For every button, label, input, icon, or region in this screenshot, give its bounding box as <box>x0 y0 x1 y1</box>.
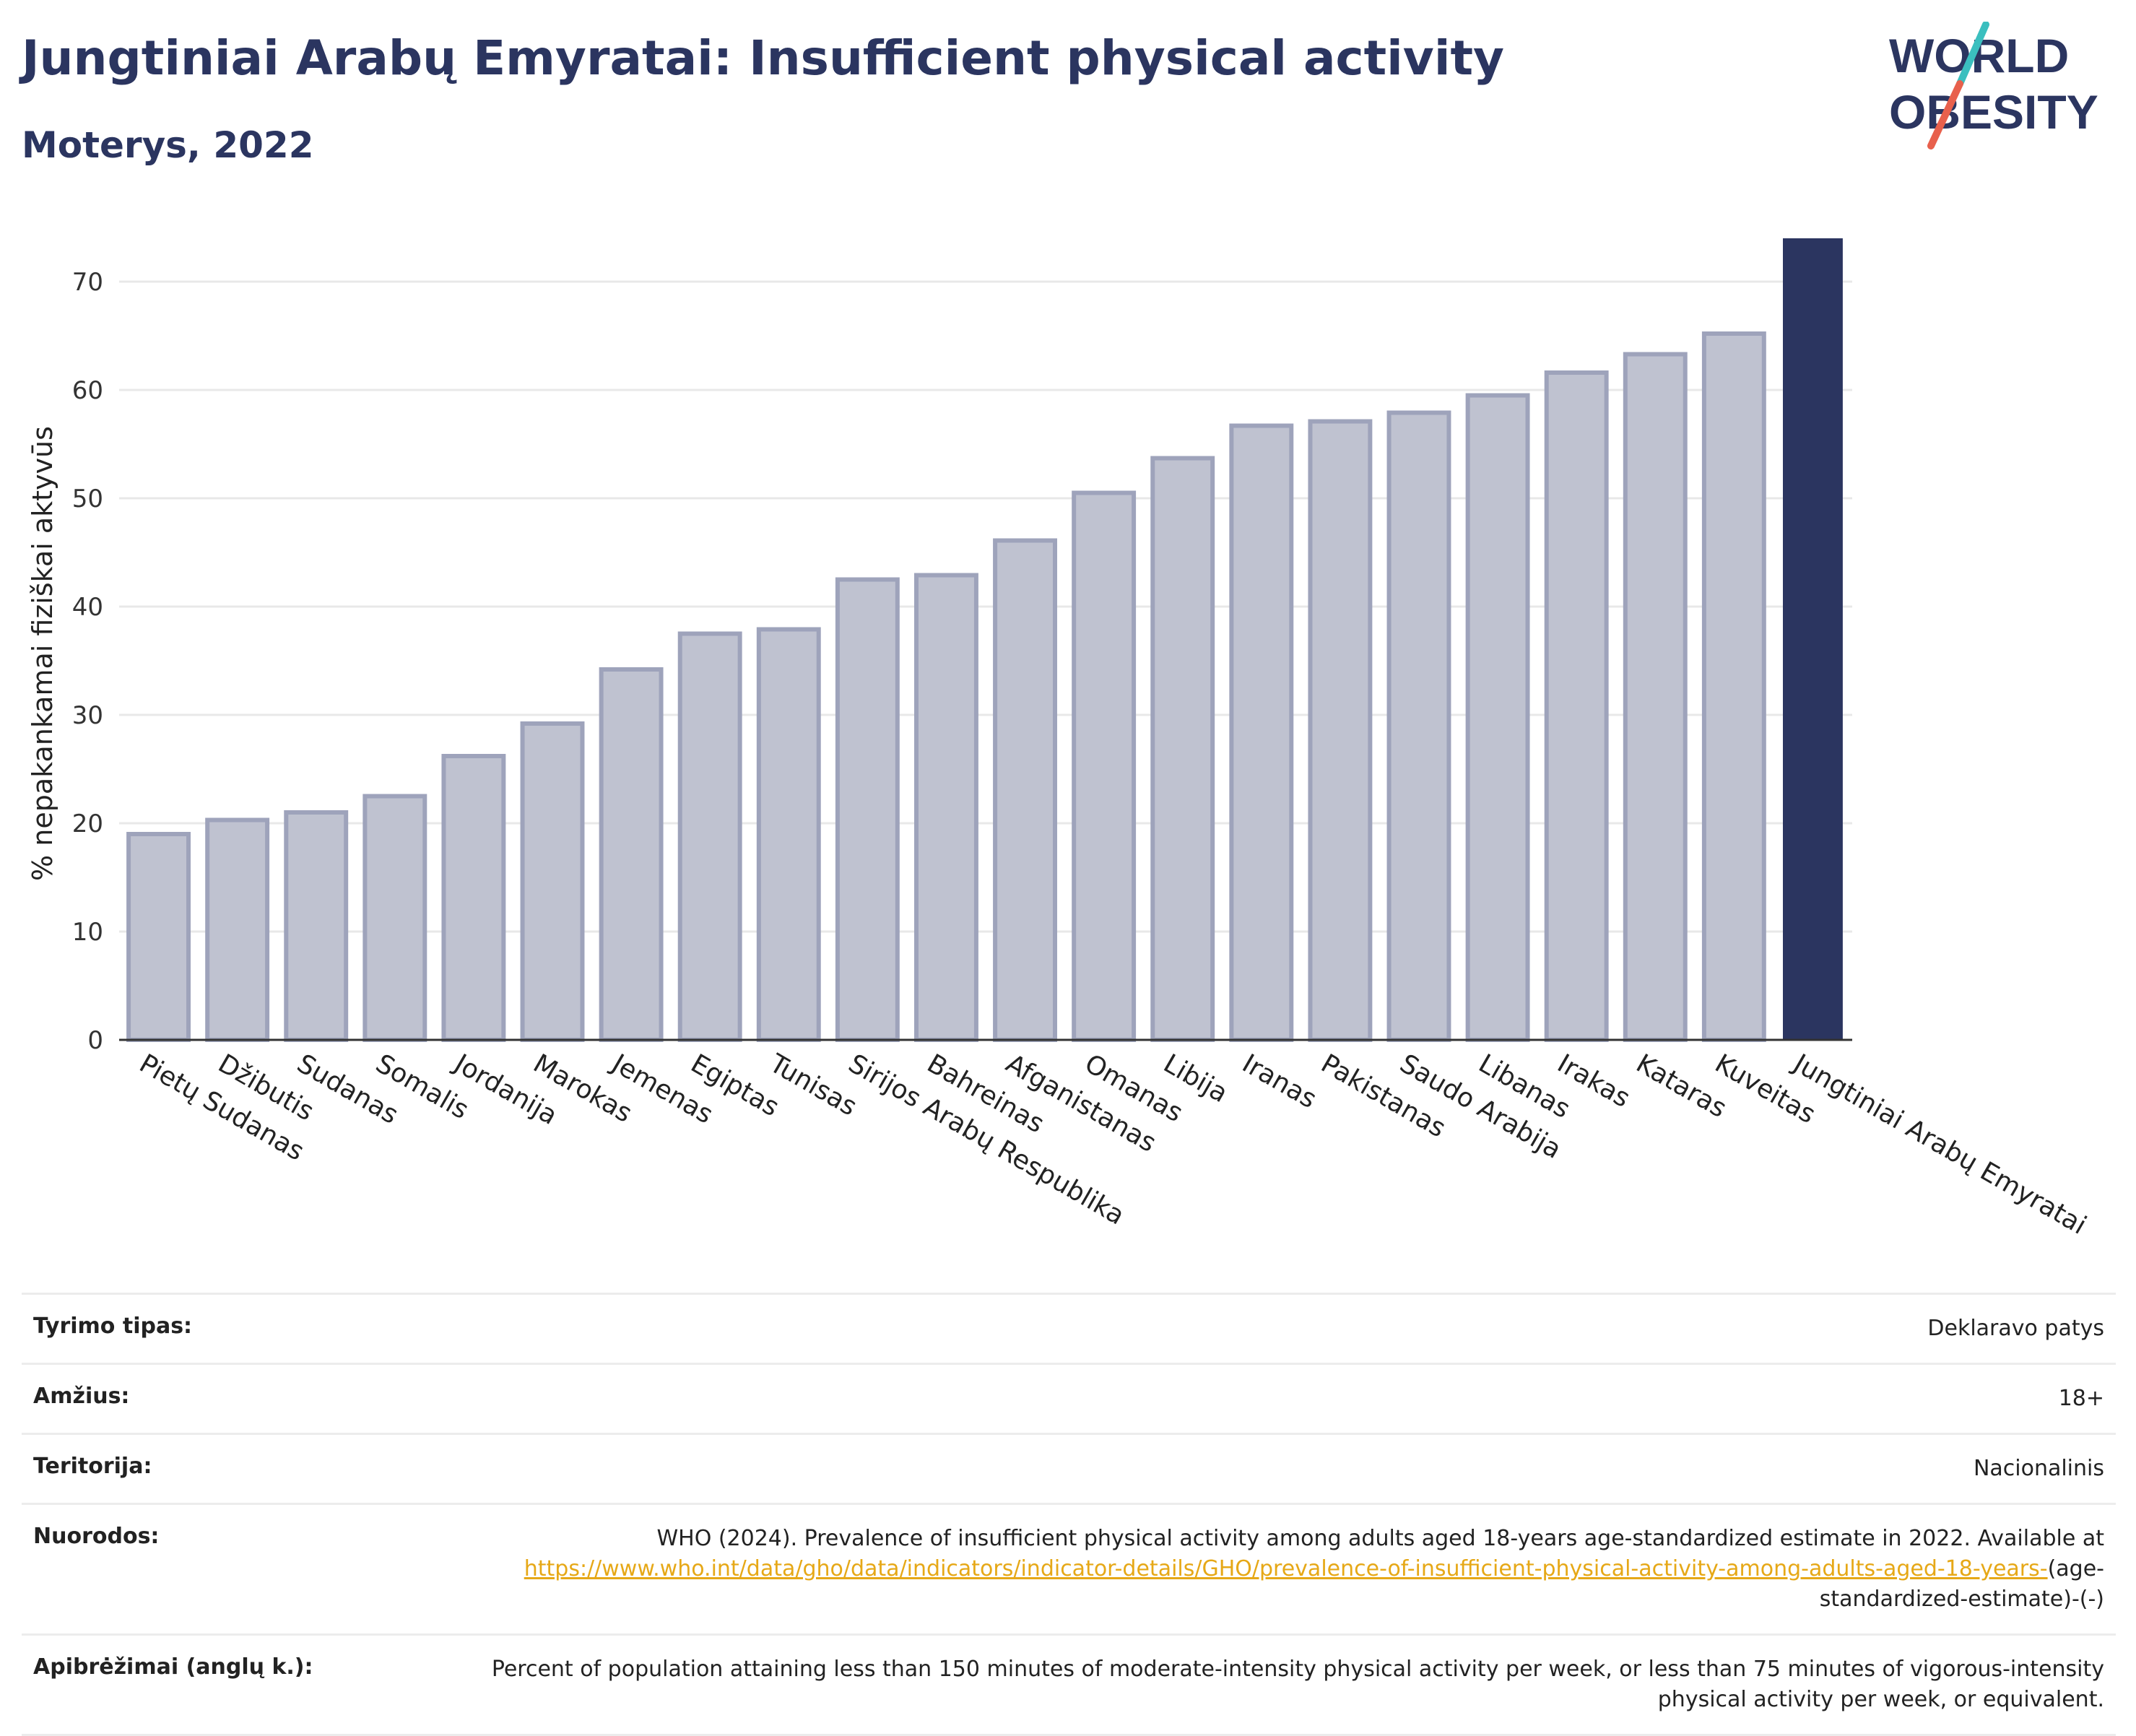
bar <box>1783 238 1843 1040</box>
y-tick-label: 30 <box>72 701 103 730</box>
x-tick-label: Jungtiniai Arabų Emyratai <box>1787 1048 2091 1241</box>
meta-label: Apibrėžimai (anglų k.): <box>33 1654 313 1680</box>
y-tick-label: 50 <box>72 485 103 513</box>
meta-value: Nacionalinis <box>1973 1456 2104 1481</box>
y-tick-label: 70 <box>72 268 103 297</box>
bar <box>914 573 978 1042</box>
bar <box>1465 393 1530 1042</box>
meta-row-territory: Teritorija: Nacionalinis <box>22 1433 2116 1503</box>
bar <box>1072 490 1137 1042</box>
reference-suffix: (age-standardized-estimate)-(-) <box>1819 1556 2104 1612</box>
y-tick-label: 40 <box>72 593 103 622</box>
y-axis-label: % nepakankamai fiziškai aktyvūs <box>27 426 58 881</box>
meta-label: Nuorodos: <box>33 1524 160 1549</box>
meta-label: Teritorija: <box>33 1454 152 1479</box>
page-subtitle: Moterys, 2022 <box>22 124 314 166</box>
bar <box>126 832 191 1042</box>
bar <box>756 627 821 1042</box>
world-obesity-logo: WORLD OBESITY <box>1889 22 2098 149</box>
y-tick-label: 10 <box>72 918 103 947</box>
bar <box>1386 410 1451 1042</box>
x-tick-label: Kataras <box>1631 1049 1732 1124</box>
bar <box>284 810 349 1042</box>
bar <box>520 721 585 1042</box>
meta-value: Percent of population attaining less tha… <box>491 1657 2104 1712</box>
bar <box>441 754 506 1042</box>
bar <box>1150 456 1215 1042</box>
logo-line2: OBESITY <box>1889 85 2098 139</box>
bar <box>835 577 900 1042</box>
meta-row-survey: Tyrimo tipas: Deklaravo patys <box>22 1293 2116 1363</box>
meta-row-references: Nuorodos: WHO (2024). Prevalence of insu… <box>22 1503 2116 1633</box>
bar <box>1229 423 1294 1042</box>
bar <box>1623 352 1688 1042</box>
meta-row-definitions: Apibrėžimai (anglų k.): Percent of popul… <box>22 1633 2116 1736</box>
x-tick-label: Tunisas <box>764 1049 861 1122</box>
meta-value: Deklaravo patys <box>1927 1316 2104 1341</box>
x-tick-label: Iranas <box>1237 1049 1321 1114</box>
bar <box>1308 419 1373 1042</box>
bar <box>205 817 270 1042</box>
reference-link[interactable]: https://www.who.int/data/gho/data/indica… <box>524 1556 2048 1581</box>
reference-text: WHO (2024). Prevalence of insufficient p… <box>656 1526 2104 1551</box>
y-tick-label: 0 <box>87 1026 103 1055</box>
meta-row-age: Amžius: 18+ <box>22 1363 2116 1433</box>
bar <box>599 667 664 1042</box>
bar <box>362 794 427 1042</box>
metadata-table: Tyrimo tipas: Deklaravo patys Amžius: 18… <box>22 1293 2116 1736</box>
bar <box>1701 331 1766 1042</box>
meta-value: 18+ <box>2058 1386 2104 1411</box>
bar <box>993 538 1058 1042</box>
meta-label: Amžius: <box>33 1384 130 1409</box>
y-tick-label: 20 <box>72 810 103 838</box>
bar <box>677 631 742 1042</box>
bar <box>1544 370 1609 1042</box>
page-title: Jungtiniai Arabų Emyratai: Insufficient … <box>22 30 1505 86</box>
meta-value: WHO (2024). Prevalence of insufficient p… <box>479 1524 2104 1615</box>
y-tick-label: 60 <box>72 376 103 405</box>
meta-label: Tyrimo tipas: <box>33 1314 193 1339</box>
